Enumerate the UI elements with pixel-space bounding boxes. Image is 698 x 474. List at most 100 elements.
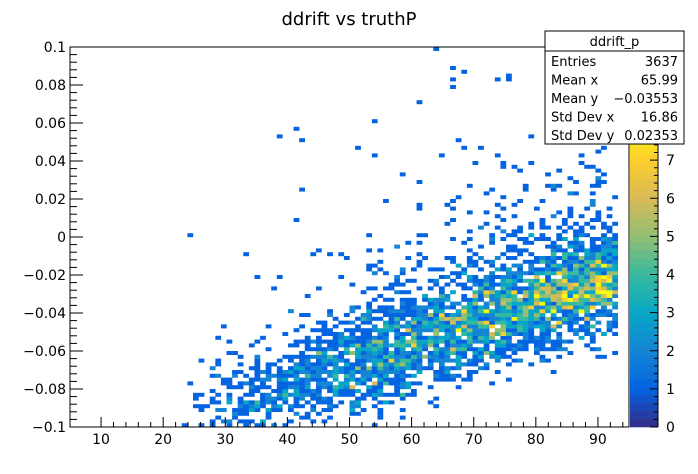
- heatmap-cell: [377, 259, 384, 264]
- heatmap-cell: [472, 305, 479, 310]
- heatmap-cell: [327, 389, 333, 393]
- heatmap-cell: [539, 225, 546, 230]
- heatmap-cell: [254, 389, 261, 393]
- heatmap-cell: [500, 290, 507, 295]
- heatmap-cell: [500, 313, 507, 317]
- heatmap-cell: [438, 320, 445, 325]
- heatmap-cell: [366, 313, 373, 317]
- heatmap-cell: [500, 278, 507, 283]
- heatmap-cell: [595, 301, 602, 306]
- heatmap-cell: [304, 385, 311, 390]
- heatmap-cell: [366, 373, 373, 378]
- heatmap-cell: [567, 286, 574, 291]
- heatmap-cell: [360, 366, 367, 371]
- heatmap-cell: [601, 294, 607, 298]
- heatmap-cell: [601, 332, 607, 336]
- heatmap-cell: [332, 392, 339, 397]
- heatmap-cell: [489, 271, 496, 276]
- heatmap-cell: [388, 392, 395, 397]
- stats-row-value: −0.03553: [613, 92, 678, 107]
- heatmap-cell: [556, 297, 563, 302]
- heatmap-cell: [483, 313, 490, 317]
- heatmap-cell: [606, 229, 613, 234]
- heatmap-cell: [500, 275, 507, 279]
- heatmap-cell: [338, 381, 345, 386]
- heatmap-cell: [494, 351, 501, 355]
- heatmap-cell: [265, 362, 272, 367]
- heatmap-cell: [466, 263, 473, 268]
- heatmap-cell: [315, 411, 322, 416]
- heatmap-cell: [567, 240, 574, 245]
- heatmap-cell: [472, 282, 479, 287]
- heatmap-cell: [539, 339, 546, 344]
- heatmap-cell: [271, 362, 278, 367]
- heatmap-cell: [472, 332, 479, 336]
- heatmap-cell: [573, 267, 579, 272]
- heatmap-cell: [545, 172, 551, 177]
- heatmap-cell: [232, 370, 238, 374]
- heatmap-cell: [567, 191, 574, 196]
- heatmap-cell: [427, 385, 434, 390]
- heatmap-cell: [366, 358, 373, 363]
- heatmap-cell: [304, 343, 311, 348]
- heatmap-cell: [561, 221, 568, 226]
- heatmap-cell: [360, 408, 367, 412]
- heatmap-cell: [478, 290, 484, 295]
- heatmap-cell: [500, 267, 507, 272]
- heatmap-cell: [220, 381, 227, 386]
- heatmap-cell: [343, 328, 350, 333]
- heatmap-cell: [355, 145, 361, 150]
- heatmap-cell: [388, 381, 395, 386]
- heatmap-cell: [511, 244, 518, 249]
- colorbar-band: [630, 298, 658, 307]
- heatmap-cell: [327, 309, 333, 314]
- heatmap-cell: [489, 263, 496, 268]
- heatmap-cell: [388, 400, 395, 405]
- heatmap-cell: [366, 377, 373, 382]
- heatmap-cell: [584, 294, 591, 298]
- colorbar-band: [630, 354, 658, 364]
- heatmap-cell: [595, 267, 602, 272]
- heatmap-cell: [422, 343, 428, 348]
- heatmap-cell: [327, 415, 333, 420]
- heatmap-cell: [282, 381, 289, 386]
- heatmap-cell: [472, 309, 479, 314]
- heatmap-cell: [332, 358, 339, 363]
- heatmap-cell: [483, 339, 490, 344]
- heatmap-cell: [601, 263, 607, 268]
- heatmap-cell: [371, 392, 378, 397]
- heatmap-cell: [288, 385, 294, 390]
- heatmap-cell: [209, 396, 216, 401]
- heatmap-cell: [589, 305, 596, 310]
- heatmap-cell: [589, 301, 596, 306]
- heatmap-cell: [282, 400, 289, 405]
- heatmap-cell: [388, 358, 395, 363]
- heatmap-cell: [466, 328, 473, 333]
- heatmap-cell: [500, 324, 507, 329]
- heatmap-cell: [573, 180, 579, 184]
- heatmap-cell: [550, 313, 557, 317]
- heatmap-cell: [366, 392, 373, 397]
- heatmap-cell: [506, 248, 512, 253]
- heatmap-cell: [422, 339, 428, 344]
- heatmap-cell: [444, 358, 451, 363]
- heatmap-cell: [567, 324, 574, 329]
- heatmap-cell: [500, 320, 507, 325]
- heatmap-cell: [321, 408, 328, 412]
- heatmap-cell: [405, 328, 412, 333]
- heatmap-cell: [377, 389, 384, 393]
- heatmap-cell: [567, 328, 574, 333]
- heatmap-cell: [506, 278, 512, 283]
- heatmap-cell: [511, 202, 518, 207]
- heatmap-cell: [310, 419, 317, 424]
- heatmap-cell: [254, 373, 261, 378]
- heatmap-cell: [248, 343, 255, 348]
- colorbar-band: [630, 266, 658, 275]
- heatmap-cell: [416, 343, 423, 348]
- heatmap-cell: [561, 263, 568, 268]
- heatmap-cell: [338, 385, 345, 390]
- heatmap-cell: [550, 294, 557, 298]
- heatmap-cell: [410, 347, 417, 352]
- heatmap-cell: [399, 335, 406, 340]
